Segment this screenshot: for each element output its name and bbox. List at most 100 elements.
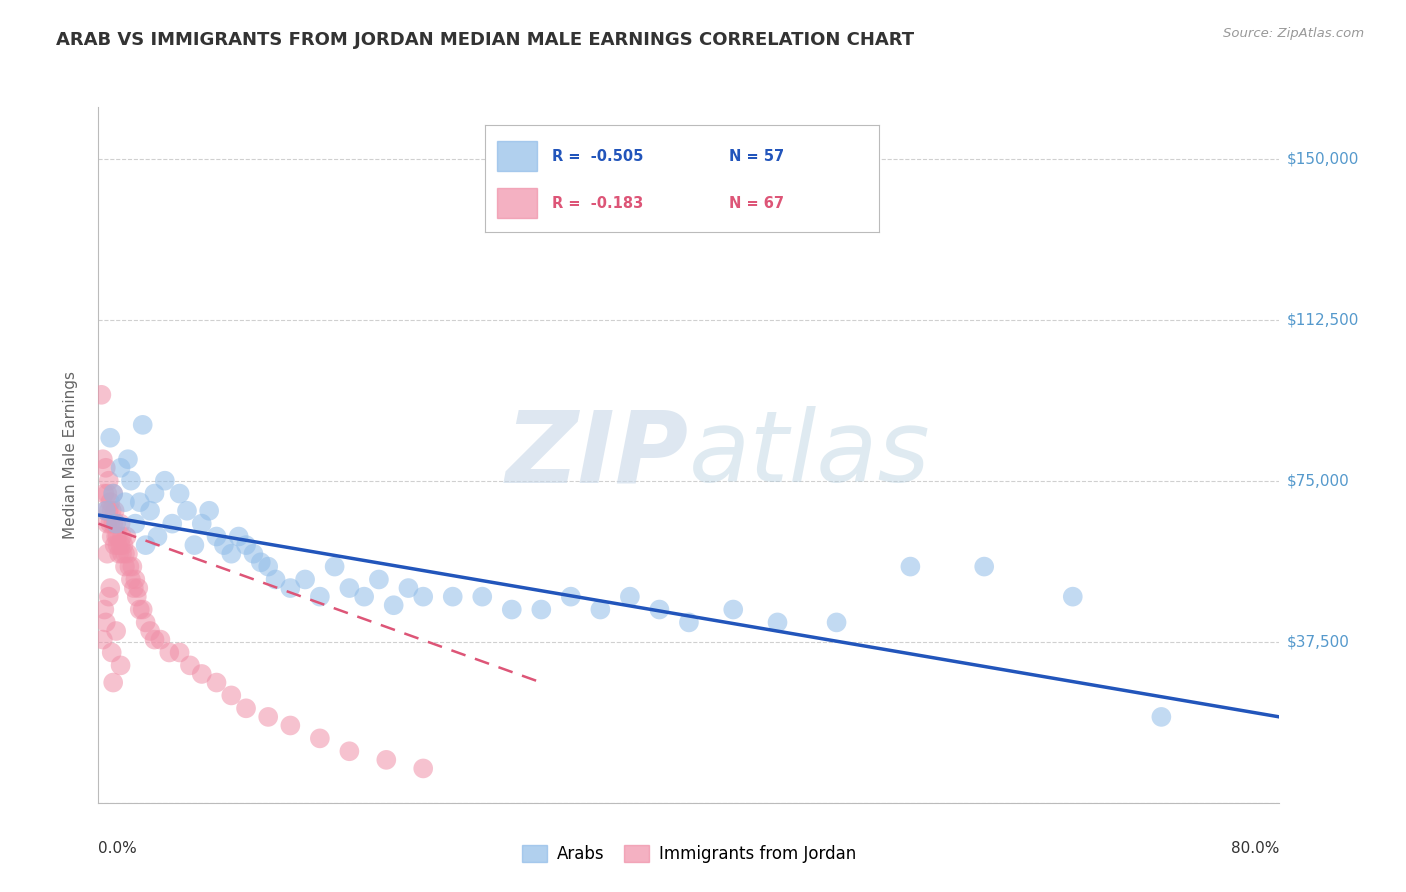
Legend: Arabs, Immigrants from Jordan: Arabs, Immigrants from Jordan [513, 836, 865, 871]
Point [721, 602, 744, 616]
Point [112, 538, 135, 552]
Point [105, 529, 128, 543]
Point [146, 529, 169, 543]
Point [111, 547, 134, 561]
Point [120, 474, 142, 488]
Point [105, 516, 128, 531]
Point [135, 615, 157, 630]
Point [1062, 590, 1084, 604]
Point [117, 452, 139, 467]
Point [294, 573, 316, 587]
Point [90, 388, 112, 402]
Text: $112,500: $112,500 [1286, 312, 1358, 327]
Point [560, 590, 582, 604]
Point [111, 529, 134, 543]
Point [118, 559, 141, 574]
Point [127, 581, 149, 595]
Point [198, 504, 221, 518]
Point [103, 486, 125, 500]
Text: 80.0%: 80.0% [1232, 841, 1279, 856]
Point [143, 632, 166, 647]
Point [100, 645, 122, 659]
Point [412, 590, 434, 604]
Point [128, 602, 150, 616]
Point [103, 516, 125, 531]
Point [471, 590, 494, 604]
Point [105, 624, 128, 638]
Point [235, 701, 257, 715]
Point [98, 495, 121, 509]
Point [205, 529, 228, 543]
Point [309, 590, 332, 604]
Point [191, 516, 214, 531]
Point [114, 559, 136, 574]
Point [212, 538, 235, 552]
Point [162, 516, 183, 531]
Point [121, 559, 143, 574]
Point [235, 538, 257, 552]
Point [114, 495, 136, 509]
Point [648, 602, 671, 616]
Point [96, 516, 118, 531]
Point [91, 632, 114, 647]
Point [98, 431, 121, 445]
Y-axis label: Median Male Earnings: Median Male Earnings [63, 371, 77, 539]
Bar [498, 141, 537, 171]
Point [110, 516, 132, 531]
Point [766, 615, 789, 630]
Point [110, 658, 132, 673]
Point [973, 559, 995, 574]
Point [114, 547, 136, 561]
Point [139, 504, 162, 518]
Point [94, 460, 117, 475]
Point [110, 460, 132, 475]
Point [110, 538, 132, 552]
Point [250, 555, 273, 569]
Point [96, 486, 118, 500]
Point [124, 573, 146, 587]
Text: atlas: atlas [689, 407, 931, 503]
Point [98, 516, 121, 531]
Point [169, 486, 191, 500]
Point [157, 645, 180, 659]
Point [323, 559, 346, 574]
Point [219, 689, 242, 703]
Point [619, 590, 641, 604]
Point [107, 529, 129, 543]
Point [98, 581, 121, 595]
Point [501, 602, 523, 616]
Point [825, 615, 848, 630]
Point [103, 675, 125, 690]
Point [103, 486, 125, 500]
Point [382, 599, 405, 613]
Point [93, 602, 115, 616]
Point [530, 602, 553, 616]
Point [1150, 710, 1173, 724]
Point [139, 624, 162, 638]
Point [169, 645, 191, 659]
Point [93, 486, 115, 500]
Point [441, 590, 464, 604]
Point [120, 573, 142, 587]
Point [278, 718, 302, 732]
Point [278, 581, 302, 595]
Point [115, 529, 138, 543]
Point [100, 504, 122, 518]
Point [124, 516, 146, 531]
Text: Source: ZipAtlas.com: Source: ZipAtlas.com [1223, 27, 1364, 40]
Point [179, 658, 201, 673]
Point [309, 731, 332, 746]
Text: R =  -0.183: R = -0.183 [553, 196, 644, 211]
Point [242, 547, 264, 561]
Point [96, 547, 118, 561]
Point [396, 581, 419, 595]
Point [900, 559, 922, 574]
Text: $75,000: $75,000 [1286, 473, 1350, 488]
Point [228, 529, 250, 543]
Text: 0.0%: 0.0% [98, 841, 138, 856]
Point [368, 573, 391, 587]
Point [132, 602, 155, 616]
Point [132, 417, 155, 432]
Point [149, 632, 172, 647]
Point [107, 538, 129, 552]
